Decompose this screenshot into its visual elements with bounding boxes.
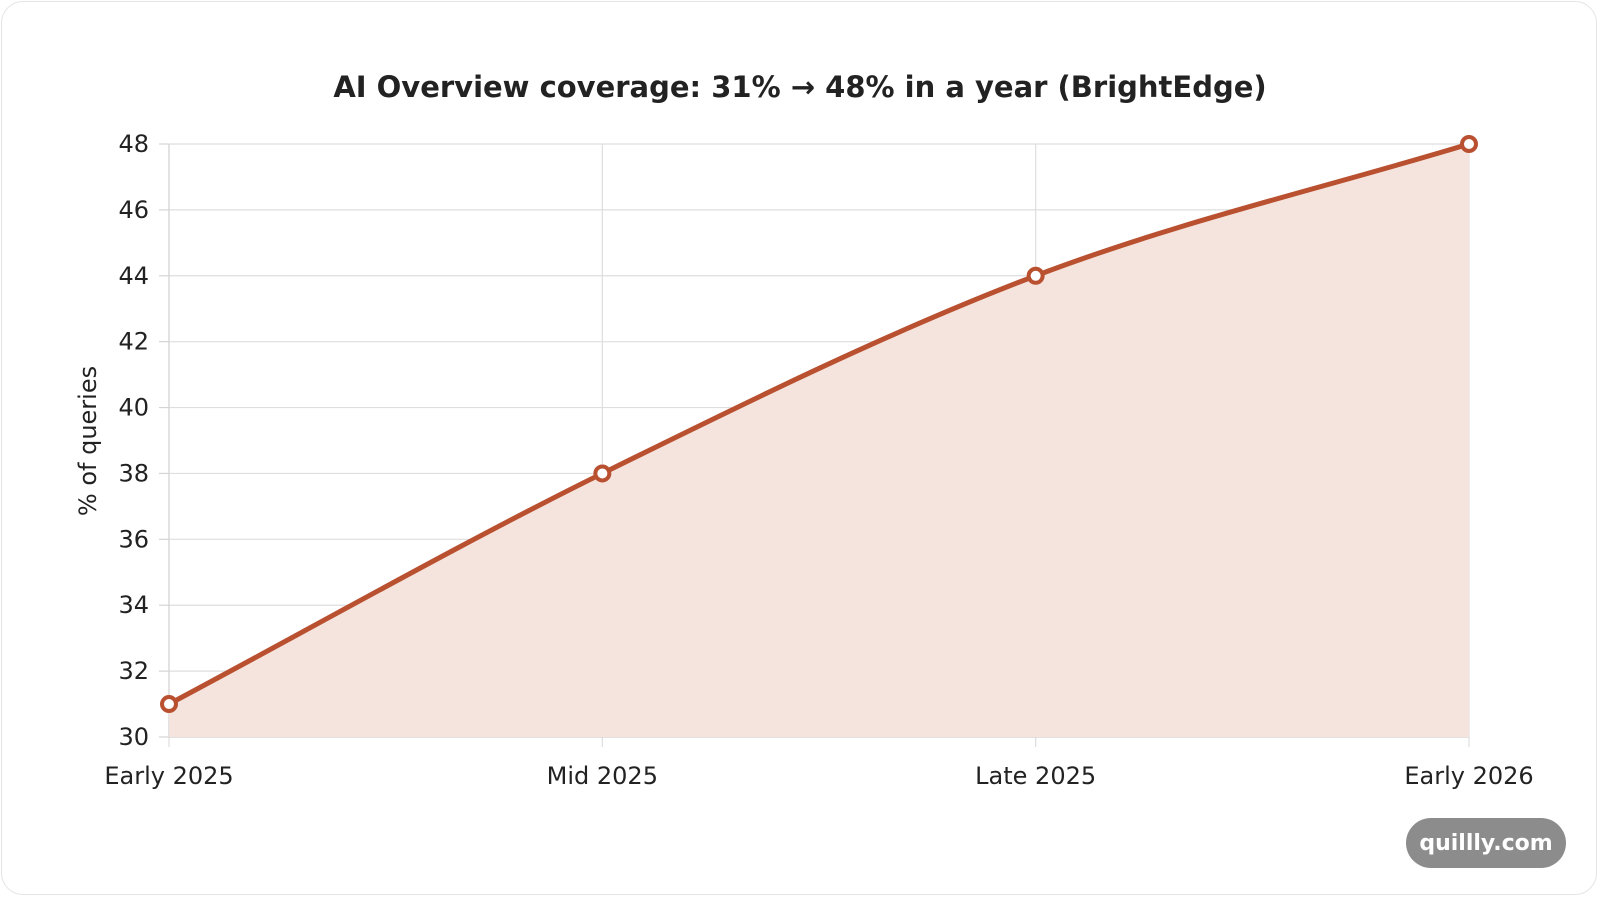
y-tick-42: 42 [118, 328, 149, 356]
y-tick-40: 40 [118, 394, 149, 422]
area-fill [169, 144, 1469, 737]
x-tick-0: Early 2025 [104, 762, 233, 790]
data-point-2 [1026, 266, 1045, 285]
data-point-3 [1460, 135, 1478, 153]
y-tick-32: 32 [118, 657, 149, 685]
y-tick-38: 38 [118, 459, 149, 487]
y-tick-44: 44 [118, 262, 149, 290]
x-tick-labels: Early 2025 Mid 2025 Late 2025 Early 2026 [104, 762, 1533, 790]
data-points [160, 135, 1478, 714]
y-tick-48: 48 [118, 130, 149, 158]
y-tick-30: 30 [118, 723, 149, 751]
data-point-1 [593, 464, 612, 483]
x-tick-2: Late 2025 [975, 762, 1096, 790]
series-line-path [166, 141, 1472, 707]
y-tick-34: 34 [118, 591, 149, 619]
x-tick-3: Early 2026 [1404, 762, 1533, 790]
area-shape [169, 144, 1469, 737]
y-tick-46: 46 [118, 196, 149, 224]
y-tick-36: 36 [118, 525, 149, 553]
data-point-0 [160, 695, 178, 714]
watermark-badge[interactable]: quillly.com [1406, 818, 1566, 868]
x-tick-1: Mid 2025 [547, 762, 658, 790]
chart-title: AI Overview coverage: 31% → 48% in a yea… [333, 70, 1266, 104]
y-axis-label: % of queries [74, 366, 102, 516]
y-tick-labels: 30 32 34 36 38 40 42 44 46 48 [118, 130, 149, 751]
series-line [166, 141, 1472, 707]
